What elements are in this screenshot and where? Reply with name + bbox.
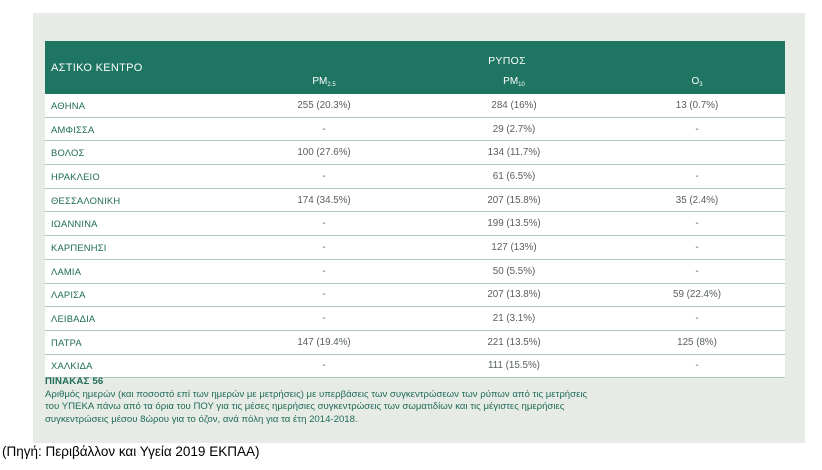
document-panel: ΑΣΤΙΚΟ ΚΕΝΤΡΟ ΡΥΠΟΣ PM2.5 PM10 O3 ΑΘΗΝΑ 2… bbox=[33, 13, 805, 443]
table-row: ΑΘΗΝΑ 255 (20.3%) 284 (16%) 13 (0.7%) bbox=[45, 94, 786, 118]
table-caption: ΠΙΝΑΚΑΣ 56 Αριθμός ημερών (και ποσοστό ε… bbox=[45, 376, 795, 427]
o3-cell: - bbox=[609, 211, 786, 237]
pm10-cell: 111 (15.5%) bbox=[419, 354, 609, 379]
city-cell: ΛΑΜΙΑ bbox=[45, 259, 229, 284]
city-cell: ΛΑΡΙΣΑ bbox=[45, 283, 229, 308]
pm10-cell: 284 (16%) bbox=[419, 94, 609, 118]
o3-cell: - bbox=[609, 306, 786, 331]
pm10-cell: 134 (11.7%) bbox=[419, 140, 609, 166]
table-row: ΒΟΛΟΣ 100 (27.6%) 134 (11.7%) bbox=[45, 140, 786, 166]
pm10-cell: 199 (13.5%) bbox=[419, 211, 609, 237]
city-cell: ΑΜΦΙΣΣΑ bbox=[45, 117, 229, 142]
pm25-cell: - bbox=[229, 354, 419, 379]
pm25-cell: 100 (27.6%) bbox=[229, 140, 419, 166]
pm25-cell: - bbox=[229, 306, 419, 331]
caption-line: του ΥΠΕΚΑ πάνω από τα όρια του ΠΟΥ για τ… bbox=[45, 401, 565, 413]
pm10-column-header: PM10 bbox=[503, 75, 525, 88]
pm25-cell: - bbox=[229, 164, 419, 189]
table-row: ΗΡΑΚΛΕΙΟ -61 (6.5%) - bbox=[45, 164, 786, 189]
city-cell: ΛΕΙΒΑΔΙΑ bbox=[45, 306, 229, 331]
pm25-cell: 174 (34.5%) bbox=[229, 188, 419, 213]
city-cell: ΙΩΑΝΝΙΝΑ bbox=[45, 211, 229, 237]
pm25-cell: 255 (20.3%) bbox=[229, 94, 419, 118]
table-row: ΙΩΑΝΝΙΝΑ -199 (13.5%) - bbox=[45, 211, 786, 237]
pm10-cell: 221 (13.5%) bbox=[419, 330, 609, 355]
o3-column-header: O3 bbox=[691, 75, 703, 88]
o3-cell: - bbox=[609, 117, 786, 142]
city-cell: ΒΟΛΟΣ bbox=[45, 140, 229, 166]
pm10-cell: 61 (6.5%) bbox=[419, 164, 609, 189]
pm25-cell: - bbox=[229, 259, 419, 284]
city-cell: ΠΑΤΡΑ bbox=[45, 330, 229, 355]
pm25-cell: - bbox=[229, 283, 419, 308]
pm10-cell: 29 (2.7%) bbox=[419, 117, 609, 142]
o3-cell bbox=[609, 140, 786, 166]
city-cell: ΧΑΛΚΙΔΑ bbox=[45, 354, 229, 379]
caption-title: ΠΙΝΑΚΑΣ 56 bbox=[45, 376, 104, 387]
pm25-cell: - bbox=[229, 235, 419, 260]
pm10-cell: 207 (15.8%) bbox=[419, 188, 609, 213]
pm25-cell: - bbox=[229, 117, 419, 142]
pm10-cell: 50 (5.5%) bbox=[419, 259, 609, 284]
table-row: ΛΑΜΙΑ -50 (5.5%) - bbox=[45, 259, 786, 284]
o3-cell: 59 (22.4%) bbox=[609, 283, 786, 308]
caption-line: Αριθμός ημερών (και ποσοστό επί των ημερ… bbox=[45, 388, 588, 400]
o3-cell: 13 (0.7%) bbox=[609, 94, 786, 118]
city-cell: ΘΕΣΣΑΛΟΝΙΚΗ bbox=[45, 188, 229, 213]
table-row: ΛΕΙΒΑΔΙΑ -21 (3.1%) - bbox=[45, 306, 786, 331]
table-row: ΘΕΣΣΑΛΟΝΙΚΗ 174 (34.5%) 207 (15.8%) 35 (2.4… bbox=[45, 188, 786, 213]
source-note: (Πηγή: Περιβάλλον και Υγεία 2019 ΕΚΠΑΑ) bbox=[2, 444, 260, 459]
o3-cell: 35 (2.4%) bbox=[609, 188, 786, 213]
city-column-header: ΑΣΤΙΚΟ ΚΕΝΤΡΟ bbox=[51, 61, 143, 74]
city-cell: ΗΡΑΚΛΕΙΟ bbox=[45, 164, 229, 189]
o3-cell: 125 (8%) bbox=[609, 330, 786, 355]
o3-cell: - bbox=[609, 235, 786, 260]
city-cell: ΑΘΗΝΑ bbox=[45, 94, 229, 118]
o3-cell: - bbox=[609, 259, 786, 284]
pm25-column-header: PM2.5 bbox=[312, 75, 336, 88]
table-row: ΑΜΦΙΣΣΑ -29 (2.7%) - bbox=[45, 117, 786, 142]
pm10-cell: 207 (13.8%) bbox=[419, 283, 609, 308]
pollution-table: ΑΣΤΙΚΟ ΚΕΝΤΡΟ ΡΥΠΟΣ PM2.5 PM10 O3 ΑΘΗΝΑ 2… bbox=[45, 41, 786, 379]
table-row: ΚΑΡΠΕΝΗΣΙ -127 (13%) - bbox=[45, 235, 786, 260]
table-row: ΛΑΡΙΣΑ -207 (13.8%) 59 (22.4%) bbox=[45, 283, 786, 308]
o3-cell: - bbox=[609, 164, 786, 189]
city-cell: ΚΑΡΠΕΝΗΣΙ bbox=[45, 235, 229, 260]
pm10-cell: 21 (3.1%) bbox=[419, 306, 609, 331]
table-row: ΧΑΛΚΙΔΑ -111 (15.5%) - bbox=[45, 354, 786, 379]
table-row: ΠΑΤΡΑ 147 (19.4%) 221 (13.5%) 125 (8%) bbox=[45, 330, 786, 355]
pm10-cell: 127 (13%) bbox=[419, 235, 609, 260]
pm25-cell: 147 (19.4%) bbox=[229, 330, 419, 355]
caption-line: συγκεντρώσεις μέσου 8ώρου για το όζον, α… bbox=[45, 414, 358, 426]
pollutant-group-header: ΡΥΠΟΣ bbox=[488, 55, 526, 67]
pm25-cell: - bbox=[229, 211, 419, 237]
o3-cell: - bbox=[609, 354, 786, 379]
